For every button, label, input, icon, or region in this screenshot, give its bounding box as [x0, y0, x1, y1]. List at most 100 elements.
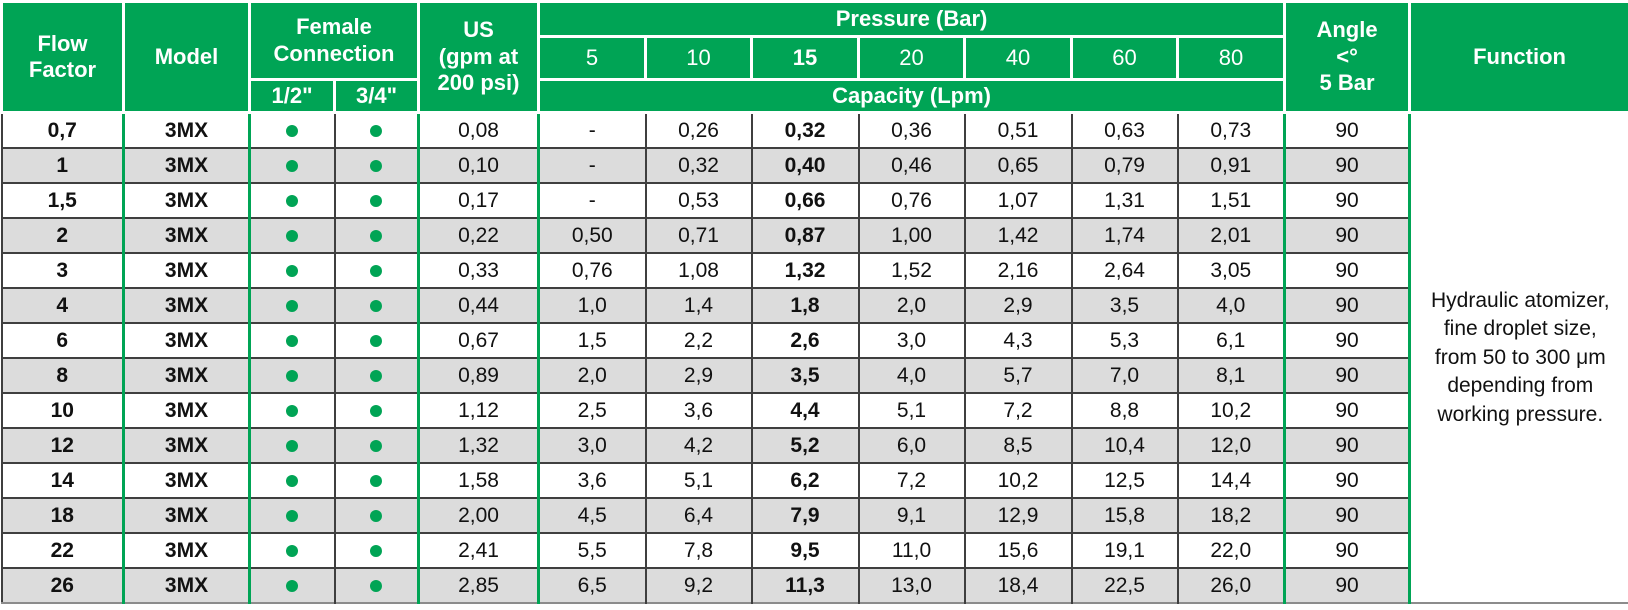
capacity-10bar-cell: 2,9: [645, 357, 753, 393]
capacity-60bar-cell: 8,8: [1071, 392, 1179, 428]
capacity-60bar-cell: 1,31: [1071, 182, 1179, 218]
capacity-15bar-cell: 5,2: [751, 427, 860, 463]
pressure-10-header: 10: [644, 35, 753, 81]
flow-factor-cell: 0,7: [1, 111, 125, 148]
capacity-5bar-cell: 2,5: [538, 392, 647, 428]
model-cell: 3MX: [123, 567, 251, 603]
angle-cell: 90: [1284, 357, 1412, 393]
connection-dot-icon: [286, 579, 299, 592]
angle-cell: 90: [1284, 462, 1412, 498]
capacity-60bar-cell: 10,4: [1071, 427, 1179, 463]
capacity-20bar-cell: 6,0: [858, 427, 966, 463]
us-gpm-cell: 0,08: [418, 111, 540, 148]
table-row: 1 3MX 0,10 - 0,32 0,40 0,46 0,65 0,79 0,…: [1, 147, 1628, 183]
angle-cell: 90: [1284, 287, 1412, 323]
connection-half-cell: [249, 532, 336, 568]
capacity-15bar-cell: 7,9: [751, 497, 860, 533]
capacity-20bar-cell: 0,76: [858, 182, 966, 218]
connection-threequarter-cell: [334, 462, 420, 498]
capacity-60bar-cell: 2,64: [1071, 252, 1179, 288]
table-row: 6 3MX 0,67 1,5 2,2 2,6 3,0 4,3 5,3 6,1 9…: [1, 322, 1628, 358]
connection-threequarter-cell: [334, 252, 420, 288]
model-cell: 3MX: [123, 427, 251, 463]
model-cell: 3MX: [123, 357, 251, 393]
model-cell: 3MX: [123, 322, 251, 358]
us-gpm-cell: 0,22: [418, 217, 540, 253]
connection-dot-icon: [286, 369, 299, 382]
capacity-10bar-cell: 0,32: [645, 147, 753, 183]
connection-half-cell: [249, 427, 336, 463]
model-cell: 3MX: [123, 392, 251, 428]
model-cell: 3MX: [123, 497, 251, 533]
us-gpm-cell: 0,67: [418, 322, 540, 358]
capacity-20bar-cell: 1,52: [858, 252, 966, 288]
capacity-40bar-cell: 8,5: [964, 427, 1073, 463]
capacity-60bar-cell: 7,0: [1071, 357, 1179, 393]
table-row: 18 3MX 2,00 4,5 6,4 7,9 9,1 12,9 15,8 18…: [1, 497, 1628, 533]
flow-factor-cell: 3: [1, 252, 125, 288]
capacity-60bar-cell: 5,3: [1071, 322, 1179, 358]
pressure-20-header: 20: [857, 35, 966, 81]
header-row-3: 1/2" 3/4" Capacity (Lpm): [2, 78, 1628, 114]
capacity-15bar-cell: 4,4: [751, 392, 860, 428]
model-cell: 3MX: [123, 111, 251, 148]
capacity-80bar-cell: 6,1: [1177, 322, 1287, 358]
us-gpm-cell: 2,00: [418, 497, 540, 533]
capacity-15bar-cell: 0,40: [751, 147, 860, 183]
capacity-40bar-cell: 5,7: [964, 357, 1073, 393]
capacity-5bar-cell: 3,6: [538, 462, 647, 498]
model-cell: 3MX: [123, 217, 251, 253]
capacity-15bar-cell: 1,8: [751, 287, 860, 323]
capacity-60bar-cell: 12,5: [1071, 462, 1179, 498]
capacity-10bar-cell: 4,2: [645, 427, 753, 463]
pressure-15-header: 15: [750, 35, 860, 81]
capacity-20bar-cell: 4,0: [858, 357, 966, 393]
capacity-20bar-cell: 9,1: [858, 497, 966, 533]
connection-threequarter-cell: [334, 567, 420, 603]
connection-dot-icon: [370, 194, 383, 207]
capacity-5bar-cell: 0,50: [538, 217, 647, 253]
flow-factor-cell: 22: [1, 532, 125, 568]
table-row: 0,7 3MX 0,08 - 0,26 0,32 0,36 0,51 0,63 …: [1, 111, 1628, 603]
connection-threequarter-cell: [334, 357, 420, 393]
connection-half-cell: [249, 182, 336, 218]
capacity-40bar-cell: 2,16: [964, 252, 1073, 288]
capacity-10bar-cell: 1,08: [645, 252, 753, 288]
capacity-80bar-cell: 1,51: [1177, 182, 1287, 218]
flow-factor-cell: 26: [1, 567, 125, 603]
capacity-60bar-cell: 0,79: [1071, 147, 1179, 183]
angle-cell: 90: [1284, 147, 1412, 183]
capacity-5bar-cell: 5,5: [538, 532, 647, 568]
pressure-5-header: 5: [537, 35, 647, 81]
capacity-40bar-cell: 4,3: [964, 322, 1073, 358]
capacity-80bar-cell: 0,73: [1177, 111, 1287, 148]
connection-dot-icon: [286, 404, 299, 417]
table-row: 8 3MX 0,89 2,0 2,9 3,5 4,0 5,7 7,0 8,1 9…: [1, 357, 1628, 393]
model-cell: 3MX: [123, 252, 251, 288]
pressure-bar-header: Pressure (Bar): [536, 0, 1287, 38]
us-gpm-cell: 0,89: [418, 357, 540, 393]
flow-factor-cell: 10: [1, 392, 125, 428]
capacity-10bar-cell: 9,2: [645, 567, 753, 603]
capacity-80bar-cell: 10,2: [1177, 392, 1287, 428]
connection-dot-icon: [286, 334, 299, 347]
connection-dot-icon: [370, 579, 383, 592]
connection-threequarter-cell: [334, 217, 420, 253]
flow-factor-cell: 1: [1, 147, 125, 183]
capacity-20bar-cell: 7,2: [858, 462, 966, 498]
female-connection-header: Female Connection: [248, 0, 420, 81]
connection-threequarter-cell: [334, 182, 420, 218]
capacity-80bar-cell: 22,0: [1177, 532, 1287, 568]
angle-cell: 90: [1284, 427, 1412, 463]
table-row: 4 3MX 0,44 1,0 1,4 1,8 2,0 2,9 3,5 4,0 9…: [1, 287, 1628, 323]
capacity-40bar-cell: 2,9: [964, 287, 1073, 323]
connection-dot-icon: [370, 299, 383, 312]
model-cell: 3MX: [123, 182, 251, 218]
capacity-5bar-cell: 4,5: [538, 497, 647, 533]
us-gpm-cell: 0,17: [418, 182, 540, 218]
capacity-5bar-cell: 6,5: [538, 567, 647, 603]
capacity-20bar-cell: 5,1: [858, 392, 966, 428]
model-header: Model: [122, 0, 251, 114]
